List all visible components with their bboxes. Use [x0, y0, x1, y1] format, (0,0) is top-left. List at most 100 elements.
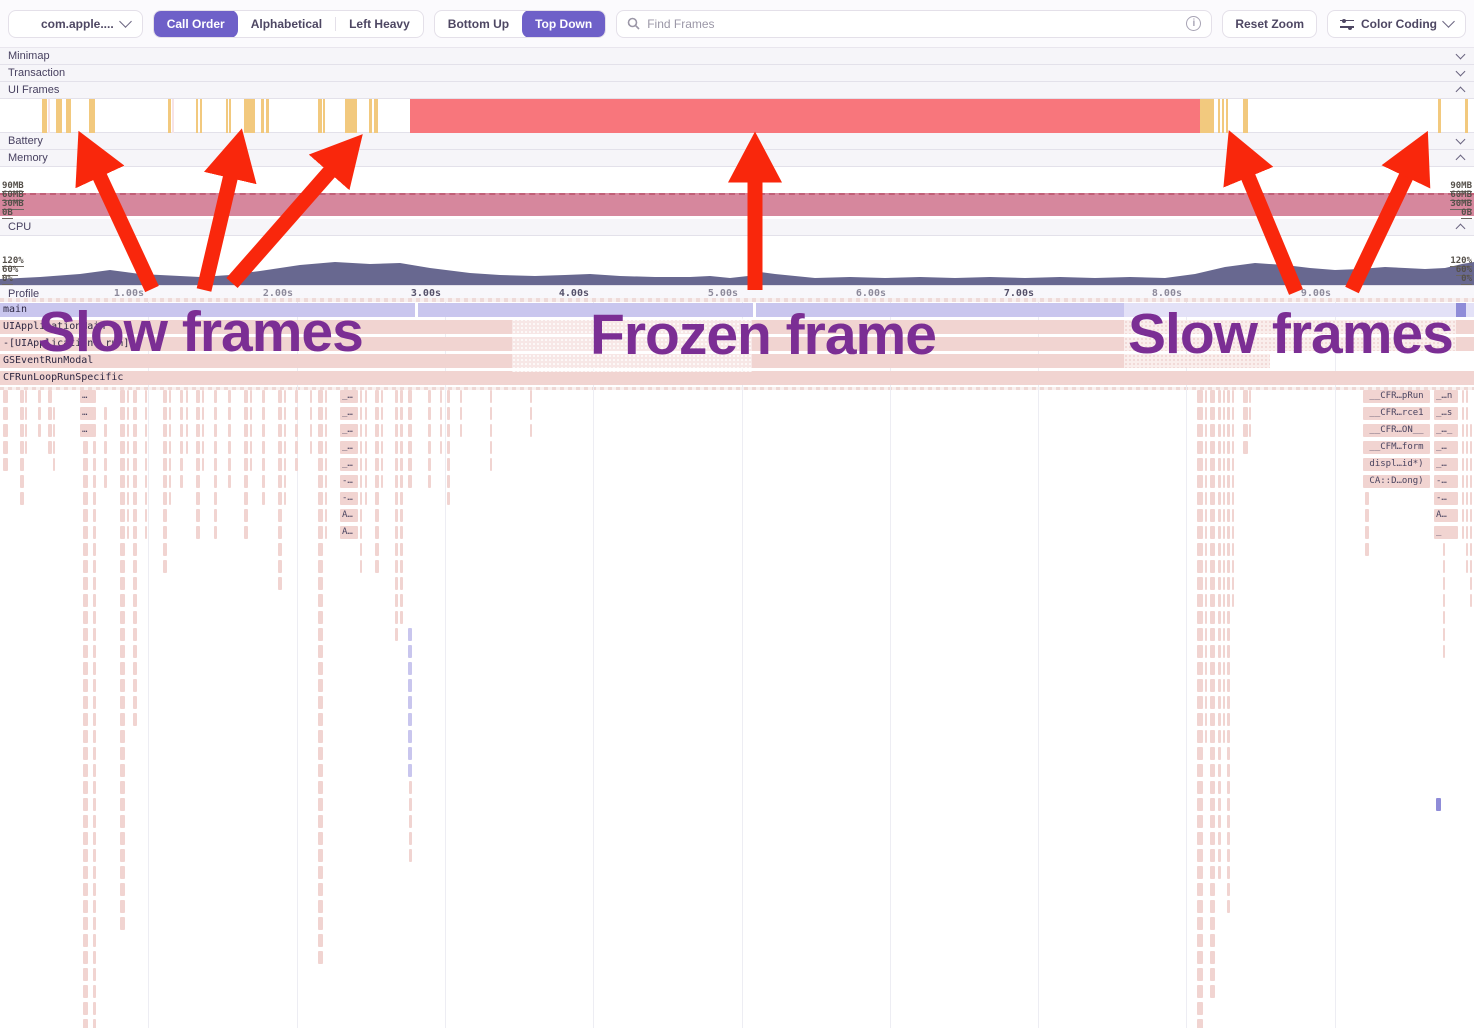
flame-cell[interactable] — [310, 407, 312, 420]
flame-cell[interactable] — [278, 458, 282, 471]
flame-cell[interactable] — [400, 509, 403, 522]
flame-cell[interactable] — [408, 424, 412, 437]
flame-cell[interactable] — [1197, 713, 1203, 726]
flame-cell[interactable] — [408, 628, 412, 641]
flame-cell[interactable] — [1243, 390, 1248, 403]
flame-cell[interactable] — [408, 696, 412, 709]
flame-cell[interactable]: A… — [1434, 509, 1458, 522]
flame-cell[interactable] — [163, 475, 167, 488]
tab-left-heavy[interactable]: Left Heavy — [349, 16, 410, 31]
flame-cell[interactable] — [120, 611, 125, 624]
flame-cell[interactable] — [278, 509, 282, 522]
flame-cell[interactable] — [1470, 577, 1472, 590]
flame-cell[interactable] — [127, 458, 129, 471]
flame-cell[interactable] — [169, 390, 171, 403]
flame-cell[interactable]: -… — [340, 475, 358, 488]
flame-cell[interactable] — [1227, 475, 1230, 488]
flame-cell[interactable] — [1197, 968, 1203, 981]
flame-cell[interactable] — [295, 407, 298, 420]
flame-cell[interactable] — [310, 424, 312, 437]
flame-cell[interactable] — [1227, 679, 1230, 692]
flame-cell[interactable] — [83, 594, 88, 607]
flame-cell[interactable] — [1218, 424, 1221, 437]
info-icon[interactable]: i — [1186, 16, 1202, 31]
flame-cell[interactable] — [244, 475, 248, 488]
flame-cell[interactable] — [1210, 424, 1215, 437]
flame-cell[interactable]: _… — [340, 424, 358, 437]
flame-cell[interactable] — [228, 390, 231, 403]
flame-cell[interactable] — [3, 390, 8, 403]
flame-cell[interactable] — [1466, 407, 1468, 420]
flame-cell[interactable] — [1462, 424, 1464, 437]
flame-cell[interactable] — [395, 475, 398, 488]
flame-cell[interactable] — [163, 526, 167, 539]
flame-cell[interactable] — [1223, 407, 1225, 420]
flame-cell[interactable] — [120, 645, 125, 658]
flame-cell[interactable] — [20, 407, 24, 420]
tab-alphabetical[interactable]: Alphabetical — [250, 16, 323, 31]
flamegraph[interactable]: main UIApplicationMain -[UIApplication _ru… — [0, 302, 1474, 1028]
flame-cell[interactable] — [1227, 509, 1230, 522]
flame-cell[interactable] — [20, 475, 24, 488]
slow-frame-bar[interactable] — [374, 99, 378, 133]
flame-cell[interactable] — [104, 424, 107, 437]
flame-cell[interactable] — [1218, 577, 1221, 590]
flame-cell[interactable] — [93, 747, 96, 760]
flame-cell[interactable] — [310, 441, 312, 454]
flame-cell[interactable] — [1227, 611, 1230, 624]
flame-cell[interactable] — [1197, 985, 1203, 998]
flame-cell[interactable] — [1470, 475, 1472, 488]
flame-cell[interactable] — [381, 390, 383, 403]
flame-cell[interactable] — [186, 390, 188, 403]
slow-frame-bar[interactable] — [229, 99, 231, 133]
flame-cell[interactable] — [318, 917, 323, 930]
slow-frame-bar[interactable] — [318, 99, 322, 133]
flame-cell[interactable] — [214, 424, 217, 437]
flame-cell[interactable] — [318, 679, 323, 692]
slow-frame-bar[interactable] — [244, 99, 255, 133]
flame-cell[interactable] — [93, 441, 96, 454]
flame-cell[interactable] — [1470, 458, 1472, 471]
flame-cell[interactable] — [120, 594, 125, 607]
flame-cell[interactable] — [93, 1019, 96, 1028]
flame-cell[interactable] — [1232, 492, 1234, 505]
flame-cell[interactable] — [1197, 764, 1203, 777]
flame-cell[interactable] — [278, 424, 282, 437]
flame-cell[interactable] — [180, 407, 183, 420]
flame-cell[interactable] — [186, 407, 188, 420]
flame-cell[interactable] — [93, 951, 96, 964]
flame-cell[interactable] — [120, 815, 125, 828]
flame-cell[interactable] — [1210, 560, 1215, 573]
flame-cell[interactable] — [1227, 713, 1230, 726]
flame-cell[interactable] — [1227, 526, 1230, 539]
flame-cell[interactable] — [133, 526, 137, 539]
flame-cell[interactable] — [169, 458, 171, 471]
flame-cell[interactable] — [400, 390, 403, 403]
flame-cell[interactable] — [1197, 662, 1203, 675]
flame-cell[interactable] — [1218, 662, 1221, 675]
flame-cell[interactable] — [104, 475, 107, 488]
flame-cell[interactable]: -… — [340, 492, 358, 505]
flame-cell[interactable] — [3, 441, 8, 454]
flame-cell[interactable] — [400, 577, 403, 590]
flame-cell[interactable] — [127, 475, 129, 488]
flame-cell[interactable] — [1210, 543, 1215, 556]
flame-cell[interactable] — [120, 832, 125, 845]
flame-cell[interactable] — [120, 713, 125, 726]
flame-cell[interactable] — [196, 509, 200, 522]
slow-frame-bar[interactable] — [66, 99, 71, 133]
flame-cell[interactable] — [318, 526, 323, 539]
flame-cell[interactable] — [1218, 781, 1221, 794]
flame-cell[interactable] — [318, 390, 323, 403]
flame-cell[interactable] — [169, 441, 171, 454]
flame-cell[interactable] — [1210, 747, 1215, 760]
flame-cell[interactable] — [93, 577, 96, 590]
flame-cell[interactable] — [127, 424, 129, 437]
flame-cell[interactable] — [83, 951, 88, 964]
flame-cell[interactable] — [1227, 866, 1230, 879]
flame-cell[interactable] — [133, 543, 137, 556]
flame-cell[interactable] — [1470, 424, 1472, 437]
flame-cell[interactable] — [93, 730, 96, 743]
flame-cell[interactable] — [1218, 594, 1221, 607]
flame-cell[interactable] — [1218, 509, 1221, 522]
